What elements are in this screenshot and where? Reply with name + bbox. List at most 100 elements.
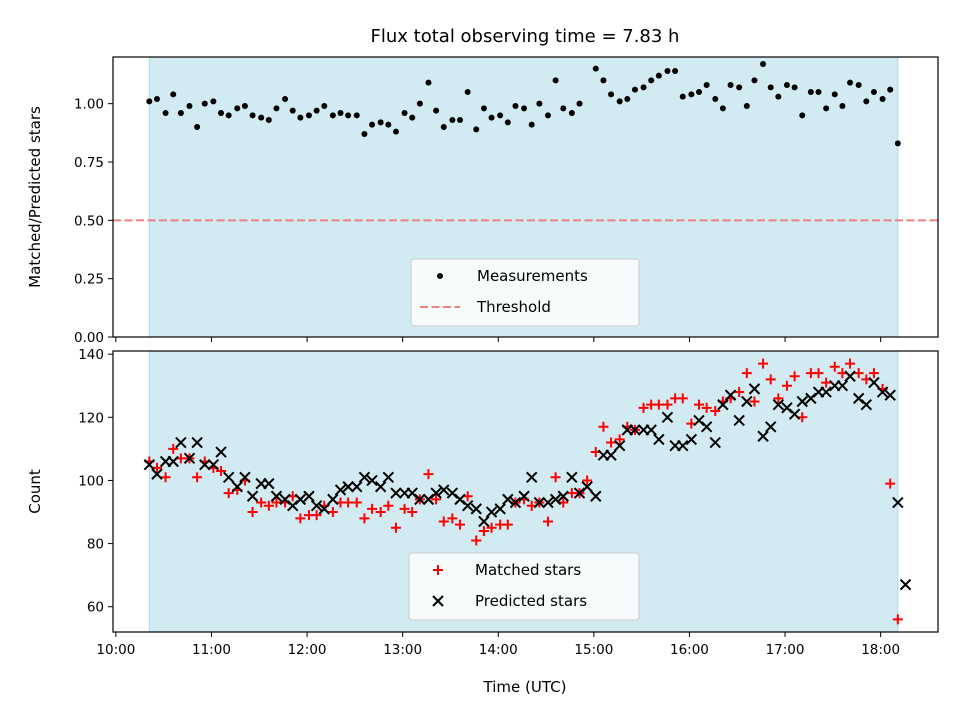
data-point	[392, 128, 399, 135]
data-point	[528, 121, 535, 128]
data-point	[385, 121, 392, 128]
legend-label: Matched stars	[475, 561, 581, 579]
data-point	[616, 98, 623, 105]
data-point	[533, 496, 546, 509]
y-tick-label: 0.00	[74, 330, 104, 346]
data-point	[813, 368, 824, 379]
data-point	[550, 472, 561, 483]
data-point	[576, 100, 583, 107]
data-point	[327, 493, 339, 506]
data-point	[653, 399, 664, 410]
data-point	[820, 386, 832, 398]
data-point	[369, 121, 376, 128]
data-point	[892, 496, 904, 509]
data-point	[390, 487, 402, 499]
legend-box	[408, 552, 640, 621]
data-point	[557, 490, 569, 502]
data-point	[153, 96, 160, 102]
data-point	[431, 494, 442, 505]
data-point	[351, 497, 362, 508]
data-point	[225, 112, 232, 119]
data-point	[799, 112, 806, 119]
data-point	[231, 481, 243, 493]
data-point	[631, 86, 638, 93]
data-point	[382, 471, 395, 483]
data-point	[831, 91, 838, 98]
data-point	[781, 380, 792, 391]
data-point	[318, 503, 330, 515]
data-point	[375, 507, 386, 518]
data-point	[246, 490, 259, 502]
data-point	[192, 472, 203, 483]
data-point	[311, 510, 322, 521]
data-point	[560, 105, 567, 112]
data-point	[712, 96, 719, 102]
data-point	[701, 402, 712, 413]
data-point	[258, 114, 265, 121]
data-point	[863, 98, 870, 105]
data-point	[743, 103, 750, 109]
data-point	[409, 114, 416, 121]
data-point	[473, 126, 480, 133]
data-point	[160, 472, 171, 483]
data-point	[377, 119, 384, 126]
data-point	[757, 430, 769, 442]
data-point	[297, 114, 304, 121]
data-point	[327, 507, 338, 518]
data-point	[256, 497, 267, 508]
y-tick-label: 120	[78, 410, 104, 426]
data-point	[359, 513, 370, 524]
data-point	[361, 131, 368, 137]
x-tick-label: 10:00	[96, 642, 135, 658]
data-point	[247, 507, 258, 518]
data-point	[855, 82, 862, 88]
data-point	[455, 519, 466, 530]
data-point	[542, 496, 554, 509]
data-point	[186, 103, 193, 109]
data-point	[234, 105, 241, 112]
data-point	[829, 361, 840, 372]
data-point	[303, 490, 315, 502]
y-tick-label: 0.50	[74, 213, 104, 229]
data-point	[239, 471, 251, 483]
legend: Matched stars Predicted stars	[408, 552, 640, 621]
data-point	[870, 89, 877, 95]
data-point	[614, 434, 625, 445]
data-point	[310, 500, 323, 512]
data-point	[734, 387, 745, 398]
data-point	[265, 117, 272, 123]
data-point	[480, 105, 487, 112]
plot-frame	[112, 56, 939, 338]
data-point	[783, 82, 790, 88]
data-point	[438, 516, 449, 527]
data-point	[518, 490, 530, 502]
legend-swatch	[437, 273, 443, 279]
data-point	[366, 474, 378, 487]
data-point	[218, 110, 225, 116]
x-tick-label: 16:00	[670, 642, 709, 658]
legend-label: Predicted stars	[475, 592, 587, 610]
data-point	[486, 522, 497, 533]
data-point	[183, 452, 196, 465]
data-point	[194, 124, 201, 130]
data-point	[661, 411, 674, 424]
data-point	[440, 124, 447, 130]
data-point	[430, 487, 442, 499]
data-point	[815, 89, 822, 95]
data-point	[358, 471, 371, 483]
data-point	[876, 386, 889, 398]
data-point	[478, 515, 490, 528]
data-point	[807, 89, 814, 95]
y-tick-label: 0.75	[74, 155, 104, 171]
data-point	[162, 110, 169, 116]
data-point	[337, 110, 344, 116]
data-point	[270, 490, 283, 502]
data-point	[733, 414, 745, 427]
data-point	[191, 436, 203, 449]
data-point	[329, 112, 336, 119]
data-point	[544, 112, 551, 119]
data-point	[664, 68, 671, 74]
data-point	[582, 475, 593, 486]
x-axis-label: Time (UTC)	[483, 678, 567, 696]
